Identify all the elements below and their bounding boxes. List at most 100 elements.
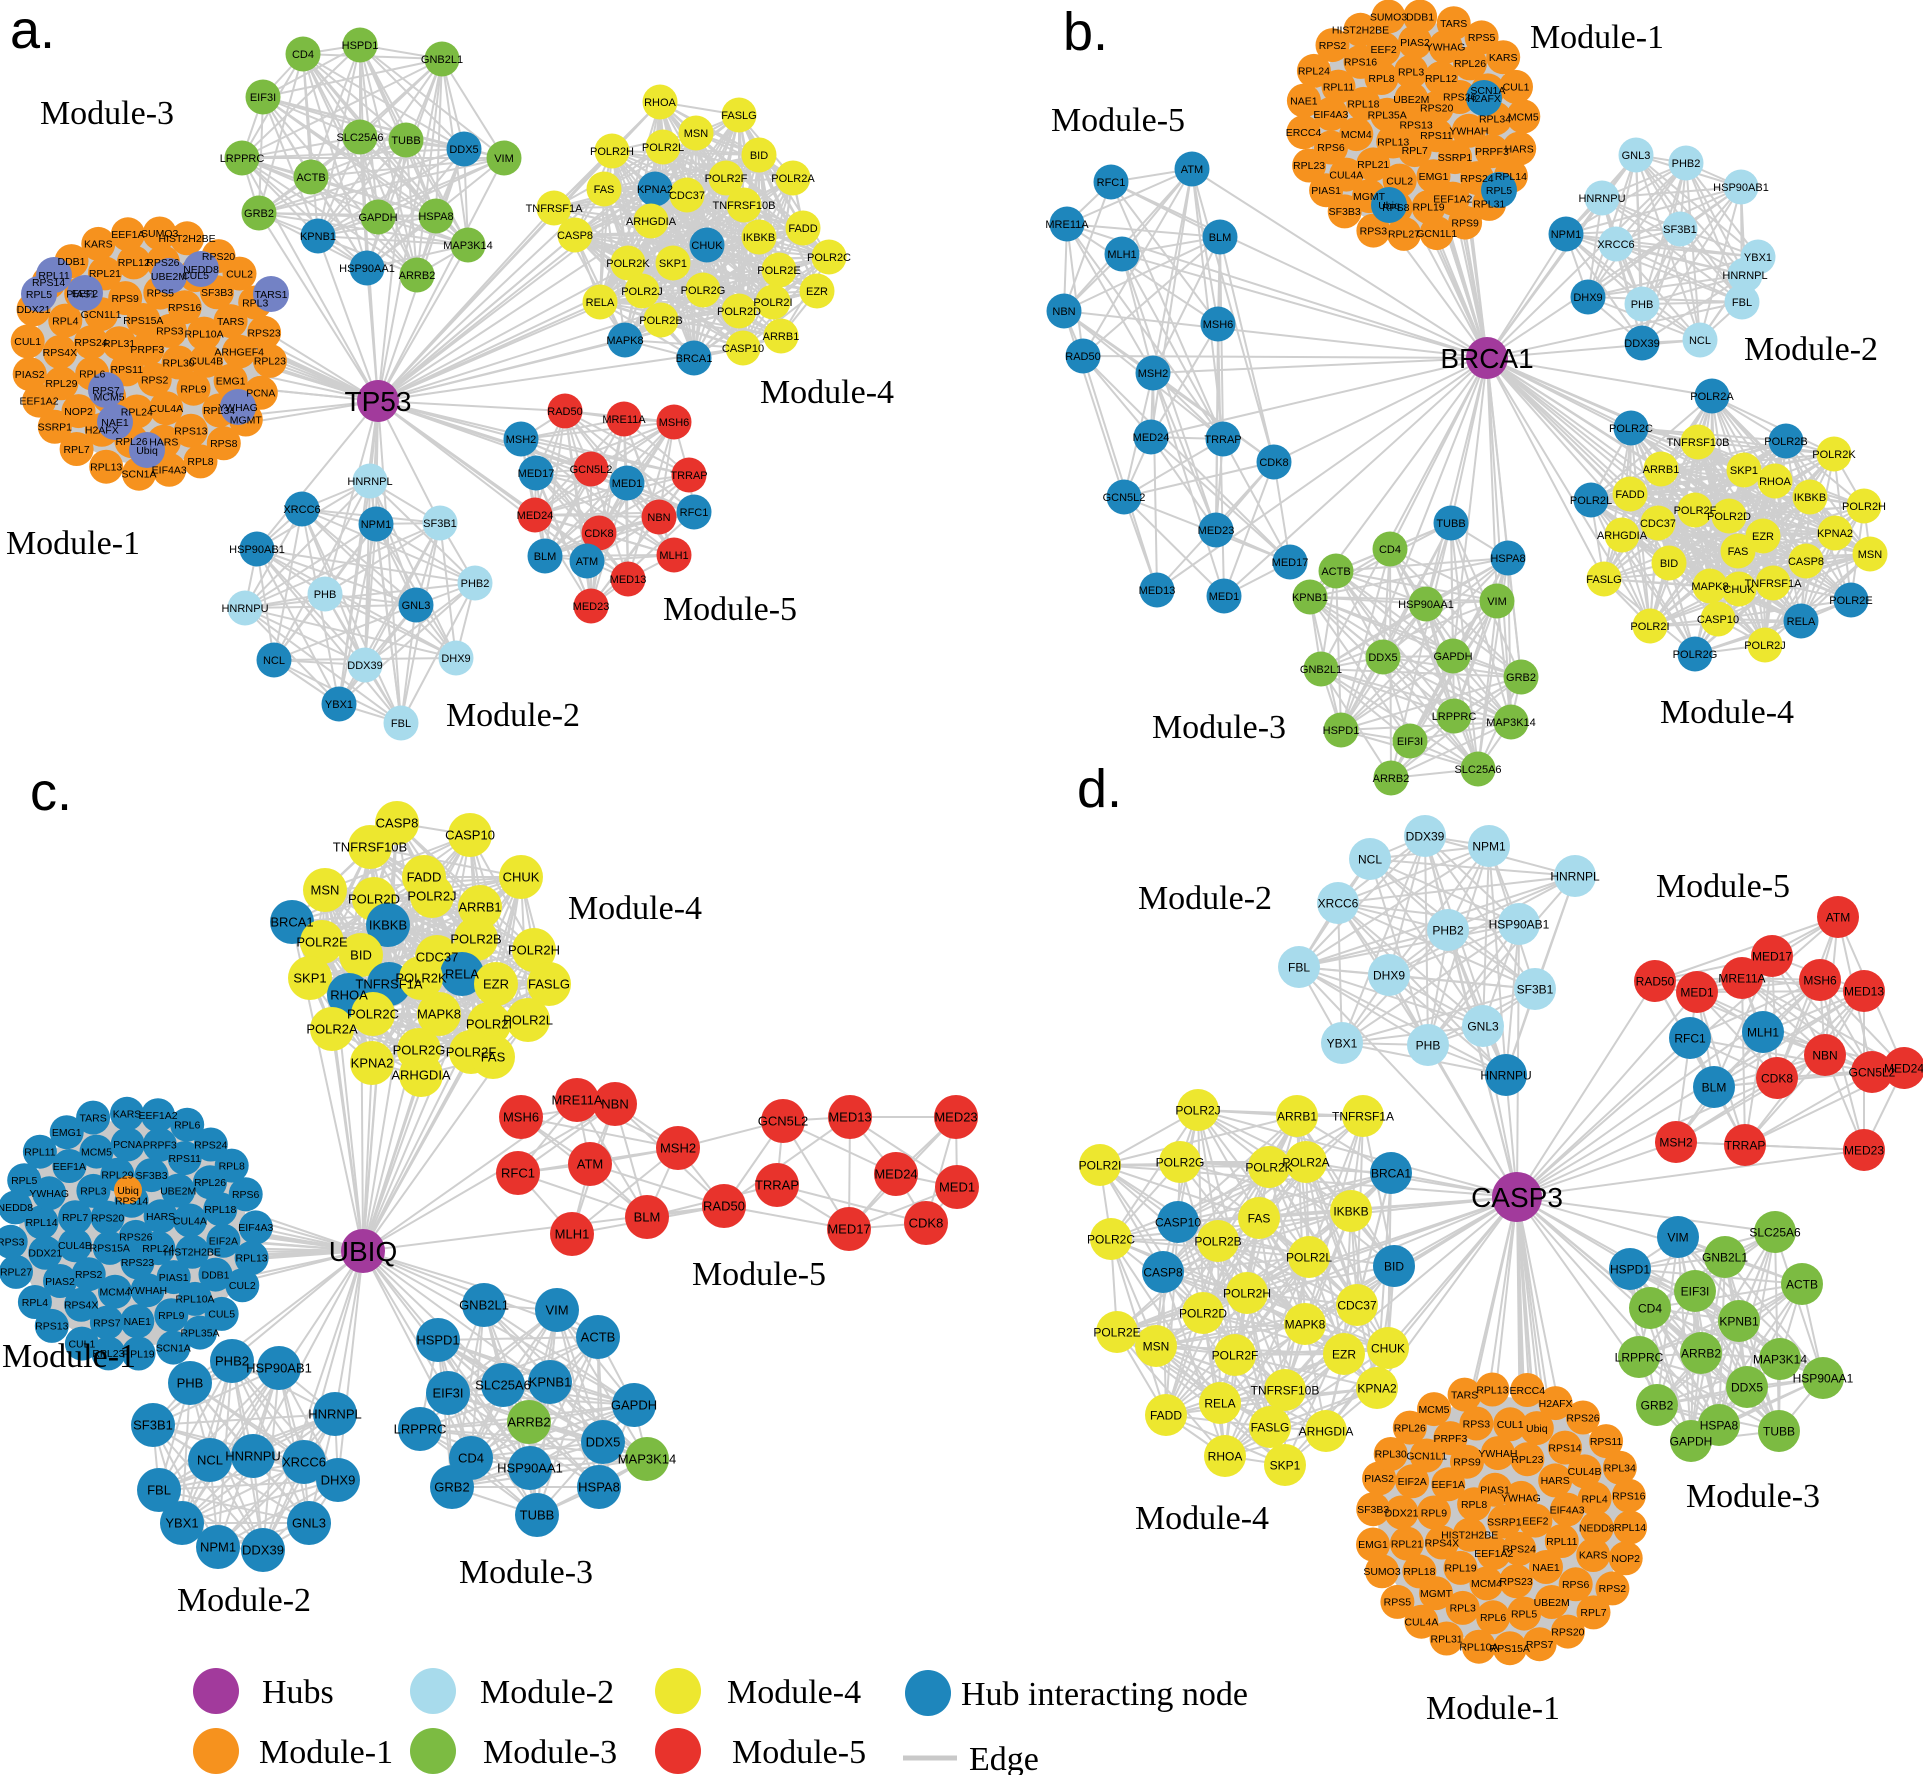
svg-text:MED1: MED1 bbox=[1209, 591, 1240, 603]
svg-text:HNRNPU: HNRNPU bbox=[1578, 193, 1625, 205]
svg-text:POLR2K: POLR2K bbox=[395, 971, 447, 986]
svg-text:MAP3K14: MAP3K14 bbox=[1486, 717, 1536, 729]
svg-text:MED24: MED24 bbox=[517, 510, 554, 522]
svg-text:ARHGDIA: ARHGDIA bbox=[626, 216, 677, 228]
svg-text:RPL18: RPL18 bbox=[204, 1204, 236, 1216]
svg-text:HSPD1: HSPD1 bbox=[1323, 725, 1360, 737]
svg-text:FADD: FADD bbox=[1150, 1408, 1182, 1422]
svg-text:GCN1L1: GCN1L1 bbox=[1416, 228, 1457, 240]
svg-text:YBX1: YBX1 bbox=[1327, 1036, 1358, 1050]
svg-text:TP53: TP53 bbox=[345, 386, 412, 417]
svg-text:GAPDH: GAPDH bbox=[358, 212, 397, 224]
svg-text:BRCA1: BRCA1 bbox=[270, 915, 313, 930]
svg-text:RPL34: RPL34 bbox=[1604, 1463, 1636, 1475]
svg-text:CHUK: CHUK bbox=[503, 870, 540, 885]
svg-text:MED17: MED17 bbox=[1752, 949, 1792, 963]
svg-text:Module-4: Module-4 bbox=[760, 374, 894, 411]
svg-text:PHB: PHB bbox=[177, 1376, 204, 1391]
svg-text:PHB2: PHB2 bbox=[1432, 923, 1464, 937]
svg-text:ACTB: ACTB bbox=[1321, 566, 1350, 578]
svg-text:GAPDH: GAPDH bbox=[1670, 1434, 1713, 1448]
svg-text:RPL29: RPL29 bbox=[45, 378, 77, 390]
svg-text:HSP90AA1: HSP90AA1 bbox=[497, 1461, 563, 1476]
svg-text:MAPK8: MAPK8 bbox=[417, 1007, 461, 1022]
svg-text:CASP10: CASP10 bbox=[722, 343, 764, 355]
svg-text:BID: BID bbox=[350, 948, 372, 963]
svg-text:KPNB1: KPNB1 bbox=[300, 231, 336, 243]
svg-text:GCN5L2: GCN5L2 bbox=[1103, 492, 1146, 504]
svg-text:Module-1: Module-1 bbox=[1426, 1690, 1560, 1727]
svg-text:RPL26: RPL26 bbox=[1394, 1422, 1426, 1434]
svg-text:Module-2: Module-2 bbox=[1744, 331, 1878, 368]
svg-text:YBX1: YBX1 bbox=[1744, 252, 1772, 264]
svg-text:ARHGDIA: ARHGDIA bbox=[1597, 530, 1648, 542]
svg-text:MSH6: MSH6 bbox=[659, 417, 690, 429]
svg-text:VIM: VIM bbox=[1667, 1230, 1688, 1244]
svg-text:HSP90AA1: HSP90AA1 bbox=[1398, 599, 1454, 611]
svg-text:ACTB: ACTB bbox=[296, 172, 325, 184]
svg-text:EEF1A: EEF1A bbox=[53, 1161, 86, 1173]
svg-text:Module-4: Module-4 bbox=[727, 1674, 861, 1711]
svg-text:RPL5: RPL5 bbox=[26, 289, 52, 301]
svg-text:RPL14: RPL14 bbox=[1495, 171, 1527, 183]
svg-text:CUL1: CUL1 bbox=[1503, 82, 1530, 94]
svg-text:FASLG: FASLG bbox=[1251, 1420, 1290, 1434]
svg-text:MSH2: MSH2 bbox=[506, 434, 537, 446]
svg-text:YWHAH: YWHAH bbox=[128, 1285, 167, 1297]
svg-text:Module-4: Module-4 bbox=[1135, 1500, 1269, 1537]
svg-text:RPL31: RPL31 bbox=[103, 338, 135, 350]
svg-text:Module-2: Module-2 bbox=[446, 697, 580, 734]
svg-text:POLR2D: POLR2D bbox=[348, 892, 400, 907]
svg-text:NCL: NCL bbox=[1689, 335, 1711, 347]
svg-text:MRE11A: MRE11A bbox=[551, 1093, 602, 1108]
svg-text:Module-1: Module-1 bbox=[259, 1734, 393, 1771]
svg-text:FAS: FAS bbox=[1248, 1211, 1271, 1225]
svg-text:HSPA8: HSPA8 bbox=[578, 1480, 620, 1495]
svg-text:EIF3I: EIF3I bbox=[432, 1386, 463, 1401]
svg-text:GCN5L2: GCN5L2 bbox=[758, 1114, 809, 1129]
svg-text:MED1: MED1 bbox=[1680, 985, 1714, 999]
svg-text:MCM4: MCM4 bbox=[1471, 1578, 1502, 1590]
svg-text:RHOA: RHOA bbox=[1759, 476, 1791, 488]
svg-text:POLR2F: POLR2F bbox=[705, 173, 748, 185]
svg-text:DDX39: DDX39 bbox=[242, 1543, 284, 1558]
svg-text:RPL26: RPL26 bbox=[115, 436, 147, 448]
svg-text:MAPK8: MAPK8 bbox=[1691, 581, 1728, 593]
svg-text:POLR2G: POLR2G bbox=[681, 285, 726, 297]
svg-text:RPS2: RPS2 bbox=[1599, 1583, 1627, 1595]
svg-text:Module-1: Module-1 bbox=[1530, 19, 1664, 56]
svg-text:Module-5: Module-5 bbox=[692, 1256, 826, 1293]
svg-text:Module-2: Module-2 bbox=[177, 1582, 311, 1619]
svg-text:RPS15A: RPS15A bbox=[90, 1243, 130, 1255]
svg-text:GNL3: GNL3 bbox=[1467, 1019, 1499, 1033]
svg-text:ARRB1: ARRB1 bbox=[1643, 464, 1680, 476]
svg-text:DDB1: DDB1 bbox=[201, 1269, 229, 1281]
svg-text:MED17: MED17 bbox=[1272, 557, 1309, 569]
svg-text:CUL1: CUL1 bbox=[14, 336, 41, 348]
svg-text:CDK8: CDK8 bbox=[584, 528, 613, 540]
svg-text:RPS6: RPS6 bbox=[1562, 1579, 1590, 1591]
svg-text:RPS20: RPS20 bbox=[202, 251, 235, 263]
svg-text:RPL3: RPL3 bbox=[242, 297, 268, 309]
svg-text:RPL30: RPL30 bbox=[163, 357, 195, 369]
svg-text:NOP2: NOP2 bbox=[64, 406, 93, 418]
svg-text:Module-3: Module-3 bbox=[1152, 709, 1286, 746]
svg-text:CUL2: CUL2 bbox=[1386, 175, 1413, 187]
svg-text:RPL6: RPL6 bbox=[174, 1119, 200, 1131]
svg-text:CDC37: CDC37 bbox=[1337, 1298, 1377, 1312]
svg-text:FAS: FAS bbox=[1728, 546, 1749, 558]
svg-text:POLR2B: POLR2B bbox=[1764, 436, 1807, 448]
svg-text:PCNA: PCNA bbox=[113, 1139, 142, 1151]
svg-text:HARS: HARS bbox=[1541, 1475, 1570, 1487]
svg-text:RELA: RELA bbox=[1204, 1396, 1235, 1410]
svg-text:PRPF3: PRPF3 bbox=[1475, 146, 1509, 158]
svg-text:ARRB2: ARRB2 bbox=[1373, 773, 1410, 785]
svg-text:RPS7: RPS7 bbox=[1526, 1639, 1554, 1651]
svg-text:GCN5L2: GCN5L2 bbox=[570, 464, 613, 476]
svg-text:TNFRSF1A: TNFRSF1A bbox=[526, 203, 584, 215]
svg-text:CD4: CD4 bbox=[458, 1451, 484, 1466]
svg-text:PIAS1: PIAS1 bbox=[1480, 1485, 1510, 1497]
svg-text:POLR2J: POLR2J bbox=[1175, 1103, 1220, 1117]
svg-text:Module-3: Module-3 bbox=[483, 1734, 617, 1771]
svg-text:RPS14: RPS14 bbox=[32, 277, 65, 289]
